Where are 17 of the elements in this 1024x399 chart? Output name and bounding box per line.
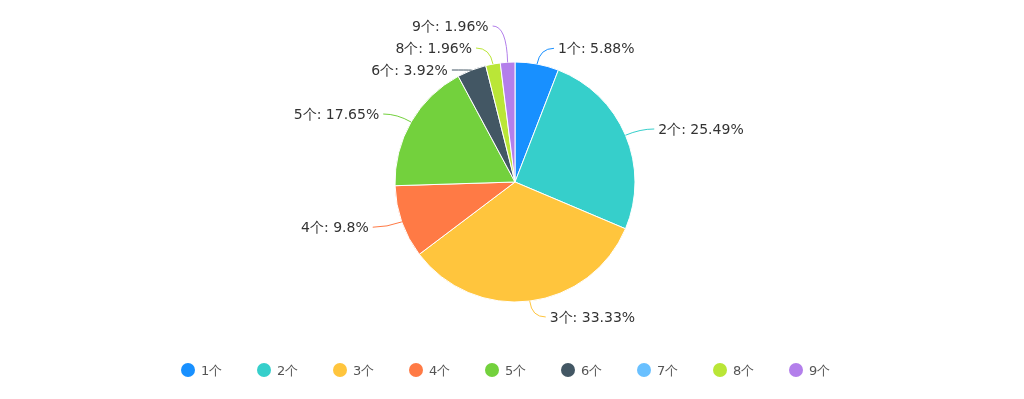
data-label: 2个: 25.49% (658, 120, 744, 137)
data-label: 3个: 33.33% (549, 308, 636, 325)
legend-label: 1个 (201, 363, 223, 378)
legend-label: 9个 (809, 363, 831, 378)
data-label: 9个: 1.96% (412, 18, 489, 34)
legend-label: 8个 (733, 363, 755, 378)
legend-label: 2个 (277, 363, 299, 378)
legend-label: 5个 (505, 363, 527, 378)
legend-label: 3个 (353, 363, 375, 378)
legend-label: 4个 (429, 363, 451, 378)
data-label: 4个: 9.8% (301, 219, 369, 236)
data-label: 1个: 5.88% (557, 40, 635, 57)
data-label: 5个: 17.65% (293, 106, 380, 122)
legend-label: 7个 (657, 363, 679, 378)
data-label: 6个: 3.92% (371, 62, 448, 78)
data-label: 8个: 1.96% (395, 40, 473, 56)
legend-label: 6个 (581, 363, 603, 378)
